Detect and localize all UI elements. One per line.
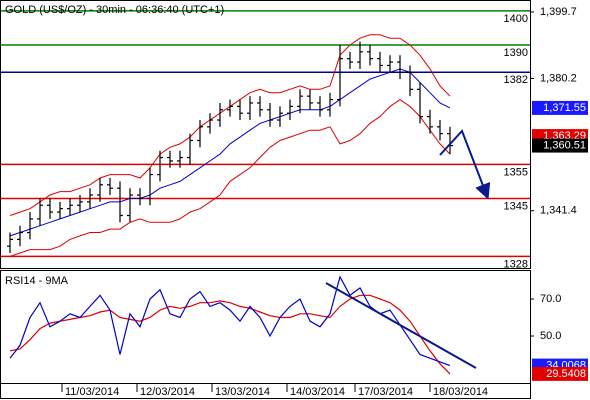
y-tick-label: 1,341.4 [540,205,577,217]
price-tag [532,366,588,381]
y-tick-label: 1,399.7 [540,6,577,18]
level-label: 1345 [504,200,528,212]
date-axis-frame [0,383,531,399]
rsi-trend-line [325,282,477,369]
band-line [9,98,451,257]
price-tag-label: 1,360.51 [543,139,586,151]
y-tick-label: 70.0 [540,293,561,305]
x-tick-label: 14/03/2014 [290,386,345,398]
price-panel-frame [0,0,531,269]
price-tag-label: 1,371.55 [543,102,586,114]
plot-layer: 1400 1390 1382 1355 1345 1328 1,399.7 1,380.2 1,… [0,6,588,398]
level-label: 1390 [504,47,528,59]
x-tick-label: 17/03/2014 [358,386,413,398]
level-label: 1400 [504,13,528,25]
level-label: 1355 [504,166,528,178]
level-label: 1328 [504,258,528,270]
price-tag [532,100,588,115]
y-tick-label: 1,380.2 [540,72,577,84]
rsi-title: RSI14 - 9MA [5,275,69,287]
price-tag [532,138,588,153]
indicator-line [9,294,451,375]
y-tick-label: 50.0 [540,330,561,342]
band-line [9,68,451,237]
x-tick-label: 12/03/2014 [140,386,195,398]
forecast-arrow [439,129,491,200]
chart-title: GOLD (US$/OZ) - 30min - 06:36:40 (UTC+1) [5,4,224,16]
x-tick-label: 11/03/2014 [65,386,119,398]
level-label: 1382 [504,74,528,86]
price-tag-label: 29.5408 [546,368,586,380]
x-tick-label: 13/03/2014 [215,386,270,398]
x-tick-label: 18/03/2014 [433,386,488,398]
